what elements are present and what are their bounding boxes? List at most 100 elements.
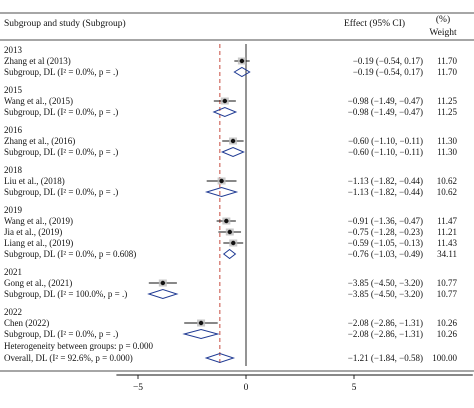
row-subgroup: Subgroup, DL (I² = 0.0%, p = .) −2.08 (−2… <box>4 328 458 340</box>
x-tick-label: 0 <box>244 383 249 393</box>
weight-label: 11.43 <box>437 238 457 248</box>
row-subgroup: Subgroup, DL (I² = 0.0%, p = .) −0.60 (−1… <box>4 146 457 158</box>
row-subgroup: Subgroup, DL (I² = 100.0%, p = .) −3.85 (… <box>4 288 458 300</box>
effect-ci-label: −0.19 (−0.54, 0.17) <box>353 56 423 66</box>
effect-ci-label: −0.91 (−1.36, −0.47) <box>348 216 423 226</box>
effect-ci-label: −0.75 (−1.28, −0.23) <box>348 227 423 237</box>
row-study: Zhang et al., (2016) −0.60 (−1.10, −0.11)… <box>4 136 457 146</box>
subgroup-label: Subgroup, DL (I² = 0.0%, p = .) <box>4 107 118 117</box>
point-estimate <box>219 178 224 184</box>
pooled-diamond <box>204 186 239 198</box>
row-subgroup: Subgroup, DL (I² = 0.0%, p = .) −1.13 (−1… <box>4 186 457 198</box>
study-label: Zhang et al (2013) <box>4 56 71 66</box>
row-group: 2022 <box>4 307 22 317</box>
point-estimate <box>222 98 228 104</box>
effect-ci-label: −1.13 (−1.82, −0.44) <box>348 176 423 186</box>
group-label: 2021 <box>4 267 22 277</box>
weight-label: 34.11 <box>437 249 457 259</box>
subgroup-label: Subgroup, DL (I² = 100.0%, p = .) <box>4 289 127 299</box>
effect-ci-label: −0.19 (−0.54, 0.17) <box>353 67 423 77</box>
header-effect-label: Effect (95% CI) <box>344 18 405 29</box>
pooled-diamond <box>182 328 220 340</box>
header-weight-pct-label: (%) <box>436 14 450 25</box>
weight-label: 11.21 <box>437 227 457 237</box>
note-label: Heterogeneity between groups: p = 0.000 <box>4 341 154 351</box>
effect-ci-label: −0.76 (−1.03, −0.49) <box>348 249 423 259</box>
header-weight-label: Weight <box>429 28 457 38</box>
row-group: 2018 <box>4 165 23 175</box>
group-label: 2013 <box>4 45 23 55</box>
x-tick-label: 5 <box>352 383 357 393</box>
pooled-diamond <box>220 146 245 158</box>
study-label: Wang et al., (2015) <box>4 96 73 106</box>
effect-ci-label: −0.59 (−1.05, −0.13) <box>348 238 423 248</box>
group-label: 2022 <box>4 307 22 317</box>
study-label: Wang et al., (2019) <box>4 216 73 226</box>
group-label: 2016 <box>4 125 23 135</box>
x-tick-label: −5 <box>133 383 143 393</box>
effect-ci-label: −0.60 (−1.10, −0.11) <box>348 136 423 146</box>
pooled-diamond <box>233 66 251 78</box>
group-label: 2018 <box>4 165 23 175</box>
row-group: 2021 <box>4 267 22 277</box>
point-estimate <box>160 280 166 286</box>
study-label: Jia et al., (2019) <box>4 227 62 237</box>
point-estimate <box>198 320 204 326</box>
weight-label: 10.77 <box>437 289 458 299</box>
subgroup-label: Subgroup, DL (I² = 0.0%, p = .) <box>4 67 118 77</box>
group-label: 2015 <box>4 85 23 95</box>
pooled-diamond <box>212 106 238 118</box>
weight-label: 11.70 <box>437 67 457 77</box>
group-label: 2019 <box>4 205 23 215</box>
effect-ci-label: −0.98 (−1.49, −0.47) <box>348 107 423 117</box>
subgroup-label: Subgroup, DL (I² = 0.0%, p = .) <box>4 329 118 339</box>
row-study: Jia et al., (2019) −0.75 (−1.28, −0.23) 11… <box>4 227 457 237</box>
pooled-diamond <box>222 248 237 260</box>
row-subgroup: Subgroup, DL (I² = 0.0%, p = .) −0.98 (−1… <box>4 106 457 118</box>
point-estimate <box>224 218 229 224</box>
row-note: Heterogeneity between groups: p = 0.000 <box>4 341 154 351</box>
row-study: Chen (2022) −2.08 (−2.86, −1.31) 10.26 <box>4 318 458 328</box>
effect-ci-label: −2.08 (−2.86, −1.31) <box>348 329 423 339</box>
row-group: 2019 <box>4 205 23 215</box>
weight-label: 10.62 <box>437 187 457 197</box>
row-study: Zhang et al (2013) −0.19 (−0.54, 0.17) 11.… <box>4 56 457 66</box>
study-label: Liu et al., (2018) <box>4 176 65 186</box>
study-label: Chen (2022) <box>4 318 49 328</box>
point-estimate <box>230 138 236 144</box>
weight-label: 10.26 <box>437 329 458 339</box>
row-overall: Overall, DL (I² = 92.6%, p = 0.000) −1.21… <box>4 352 458 364</box>
effect-ci-label: −1.13 (−1.82, −0.44) <box>348 187 423 197</box>
row-study: Wang et al., (2019) −0.91 (−1.36, −0.47) 1… <box>4 216 457 226</box>
weight-label: 10.77 <box>437 278 458 288</box>
study-label: Gong et al., (2021) <box>4 278 72 288</box>
row-study: Liang et al., (2019) −0.59 (−1.05, −0.13)… <box>4 238 457 248</box>
row-group: 2015 <box>4 85 23 95</box>
effect-ci-label: −2.08 (−2.86, −1.31) <box>348 318 423 328</box>
row-group: 2016 <box>4 125 23 135</box>
effect-ci-label: −0.98 (−1.49, −0.47) <box>348 96 423 106</box>
weight-label: 100.00 <box>432 353 457 363</box>
effect-ci-label: −3.85 (−4.50, −3.20) <box>348 278 423 288</box>
weight-label: 11.25 <box>437 107 457 117</box>
study-label: Liang et al., (2019) <box>4 238 73 248</box>
row-subgroup: Subgroup, DL (I² = 0.0%, p = 0.608) −0.76… <box>4 248 457 260</box>
row-study: Wang et al., (2015) −0.98 (−1.49, −0.47) 1… <box>4 96 457 106</box>
effect-ci-label: −3.85 (−4.50, −3.20) <box>348 289 423 299</box>
overall-label: Overall, DL (I² = 92.6%, p = 0.000) <box>4 353 133 363</box>
weight-label: 11.30 <box>437 136 457 146</box>
pooled-diamond <box>204 352 236 364</box>
weight-label: 11.30 <box>437 147 457 157</box>
row-group: 2013 <box>4 45 23 55</box>
weight-label: 11.47 <box>437 216 457 226</box>
weight-label: 11.70 <box>437 56 457 66</box>
pooled-diamond <box>147 288 179 300</box>
header-study-label: Subgroup and study (Subgroup) <box>4 18 126 29</box>
row-study: Liu et al., (2018) −1.13 (−1.82, −0.44) 10… <box>4 176 457 186</box>
weight-label: 11.25 <box>437 96 457 106</box>
row-subgroup: Subgroup, DL (I² = 0.0%, p = .) −0.19 (−0… <box>4 66 457 78</box>
point-estimate <box>239 58 245 64</box>
subgroup-label: Subgroup, DL (I² = 0.0%, p = .) <box>4 147 118 157</box>
